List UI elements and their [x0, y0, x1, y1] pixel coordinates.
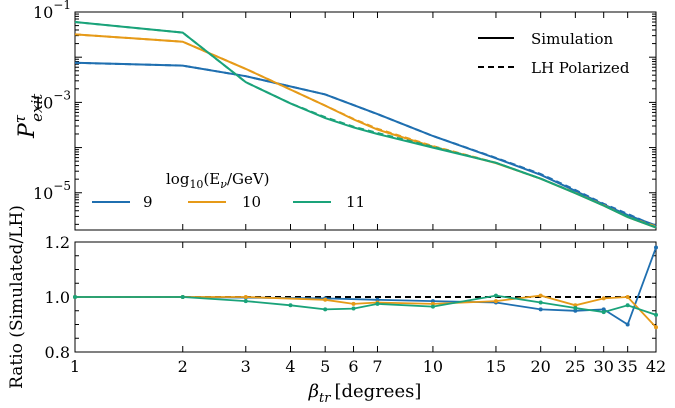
bottom-xlabel: βtr [degrees]: [308, 381, 422, 406]
bottom-xtick-label-8: 15: [486, 357, 506, 376]
bottom-xtick-label-11: 30: [594, 357, 614, 376]
ratio-point-10: [573, 303, 578, 308]
top-ylabel-main: P: [15, 122, 40, 139]
ratio-point-9: [375, 297, 380, 302]
top-ytick-label-0: 10−1: [33, 0, 71, 22]
ratio-point-11: [323, 307, 328, 312]
bottom-xtick-label-12: 35: [617, 357, 637, 376]
ratio-point-9: [573, 308, 578, 313]
top-ylabel: Pτexit: [11, 93, 46, 139]
ratio-point-10: [493, 299, 498, 304]
bottom-xtick-label-0: 1: [70, 357, 80, 376]
top-panel: 10−1 10−3 10−5 Pτexit Simulation LH Polari…: [11, 0, 657, 231]
bottom-xtick-label-5: 6: [348, 357, 358, 376]
style-legend: Simulation LH Polarized: [478, 30, 630, 77]
bottom-ytick-label-0: 0.8: [45, 343, 70, 362]
top-ytick-label-1: 10−3: [33, 88, 71, 112]
top-lh-line-11: [74, 21, 657, 229]
bottom-xtick-label-7: 10: [423, 357, 443, 376]
ratio-line-11: [75, 294, 657, 316]
bottom-xtick-label-2: 3: [241, 357, 251, 376]
ratio-point-10: [243, 295, 248, 299]
ratio-line-9: [75, 247, 657, 326]
ratio-point-11: [288, 303, 293, 308]
ratio-point-10: [601, 296, 606, 301]
ratio-point-11: [654, 312, 658, 317]
ratio-point-11: [601, 310, 606, 315]
top-axis-ticks: 10−1 10−3 10−5: [33, 0, 657, 230]
ratio-point-9: [625, 322, 630, 327]
top-ylabel-sub: exit: [28, 93, 46, 122]
ratio-point-10: [351, 301, 356, 306]
bottom-xtick-label-1: 2: [178, 357, 188, 376]
bottom-ytick-label-2: 1.2: [45, 233, 70, 252]
ratio-point-11: [375, 301, 380, 306]
ratio-point-11: [625, 303, 630, 308]
ratio-point-11: [430, 304, 435, 309]
ratio-point-11: [538, 300, 543, 305]
ratio-point-10: [323, 297, 328, 302]
legend-label-simulation: Simulation: [531, 30, 614, 48]
bottom-ylabel: Ratio (Simulated/LH): [7, 205, 27, 389]
ratio-point-11: [493, 293, 498, 298]
ratio-point-11: [573, 306, 578, 310]
top-sim-line-9: [74, 61, 657, 227]
top-ylabel-sup: τ: [11, 114, 29, 123]
bottom-xtick-label-13: 42: [646, 357, 666, 376]
top-series-lines: [74, 21, 657, 229]
bottom-xtick-label-6: 7: [372, 357, 382, 376]
ratio-point-9: [430, 299, 435, 304]
ratio-point-11: [243, 299, 248, 304]
bottom-panel: 1 2 3 4 5 6 7 10 15 20 25 30 35 42 0.8 1.0 1.2 Ratio (Si…: [7, 205, 666, 406]
bottom-ytick-label-1: 1.0: [45, 288, 70, 307]
ratio-point-11: [73, 295, 77, 299]
energy-legend: log10(Eν/GeV) 9 10 11: [92, 170, 365, 211]
top-lh-line-9: [74, 61, 657, 228]
energy-legend-title: log10(Eν/GeV): [166, 170, 270, 191]
ratio-point-10: [654, 325, 658, 330]
ratio-point-9: [601, 307, 606, 312]
ratio-point-10: [625, 295, 630, 299]
legend-label-11: 11: [346, 193, 365, 211]
legend-label-lh-polarized: LH Polarized: [531, 59, 630, 77]
top-plot-frame: [74, 11, 657, 231]
ratio-point-11: [351, 306, 356, 311]
legend-label-9: 9: [143, 193, 153, 211]
ratio-point-9: [538, 307, 543, 312]
ratio-point-10: [430, 301, 435, 306]
bottom-axis-ticks: 1 2 3 4 5 6 7 10 15 20 25 30 35 42 0.8 1.0 1.2: [45, 233, 667, 376]
top-ytick-label-2: 10−5: [33, 179, 71, 203]
ratio-point-9: [654, 245, 658, 250]
ratio-point-10: [538, 293, 543, 298]
bottom-xtick-label-10: 25: [565, 357, 585, 376]
bottom-xtick-label-3: 4: [285, 357, 295, 376]
bottom-xtick-label-9: 20: [530, 357, 550, 376]
bottom-series-lines: [73, 245, 658, 330]
bottom-xtick-label-4: 5: [320, 357, 330, 376]
legend-label-10: 10: [242, 193, 261, 211]
ratio-point-11: [180, 295, 185, 299]
